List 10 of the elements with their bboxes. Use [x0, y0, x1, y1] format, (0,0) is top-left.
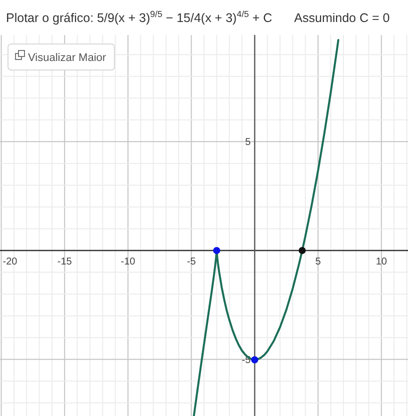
x-tick-label: -20	[2, 256, 18, 268]
annotation: Visualizar Maior	[28, 52, 106, 64]
x-tick-label: -5	[186, 256, 196, 268]
button[interactable]	[8, 44, 115, 70]
chart-subtitle: Assumindo C = 0	[294, 11, 390, 25]
x-tick-label: 5	[315, 256, 322, 268]
x-tick-label: -15	[57, 256, 72, 268]
chart-title: Plotar o gráfico: 5/9(x + 3)$^{9/5}$ − 15/4(x + 3)$^{4/5}$ + C	[6, 9, 272, 25]
x-tick-label: -10	[120, 256, 136, 268]
x-tick-label: 10	[376, 256, 388, 268]
